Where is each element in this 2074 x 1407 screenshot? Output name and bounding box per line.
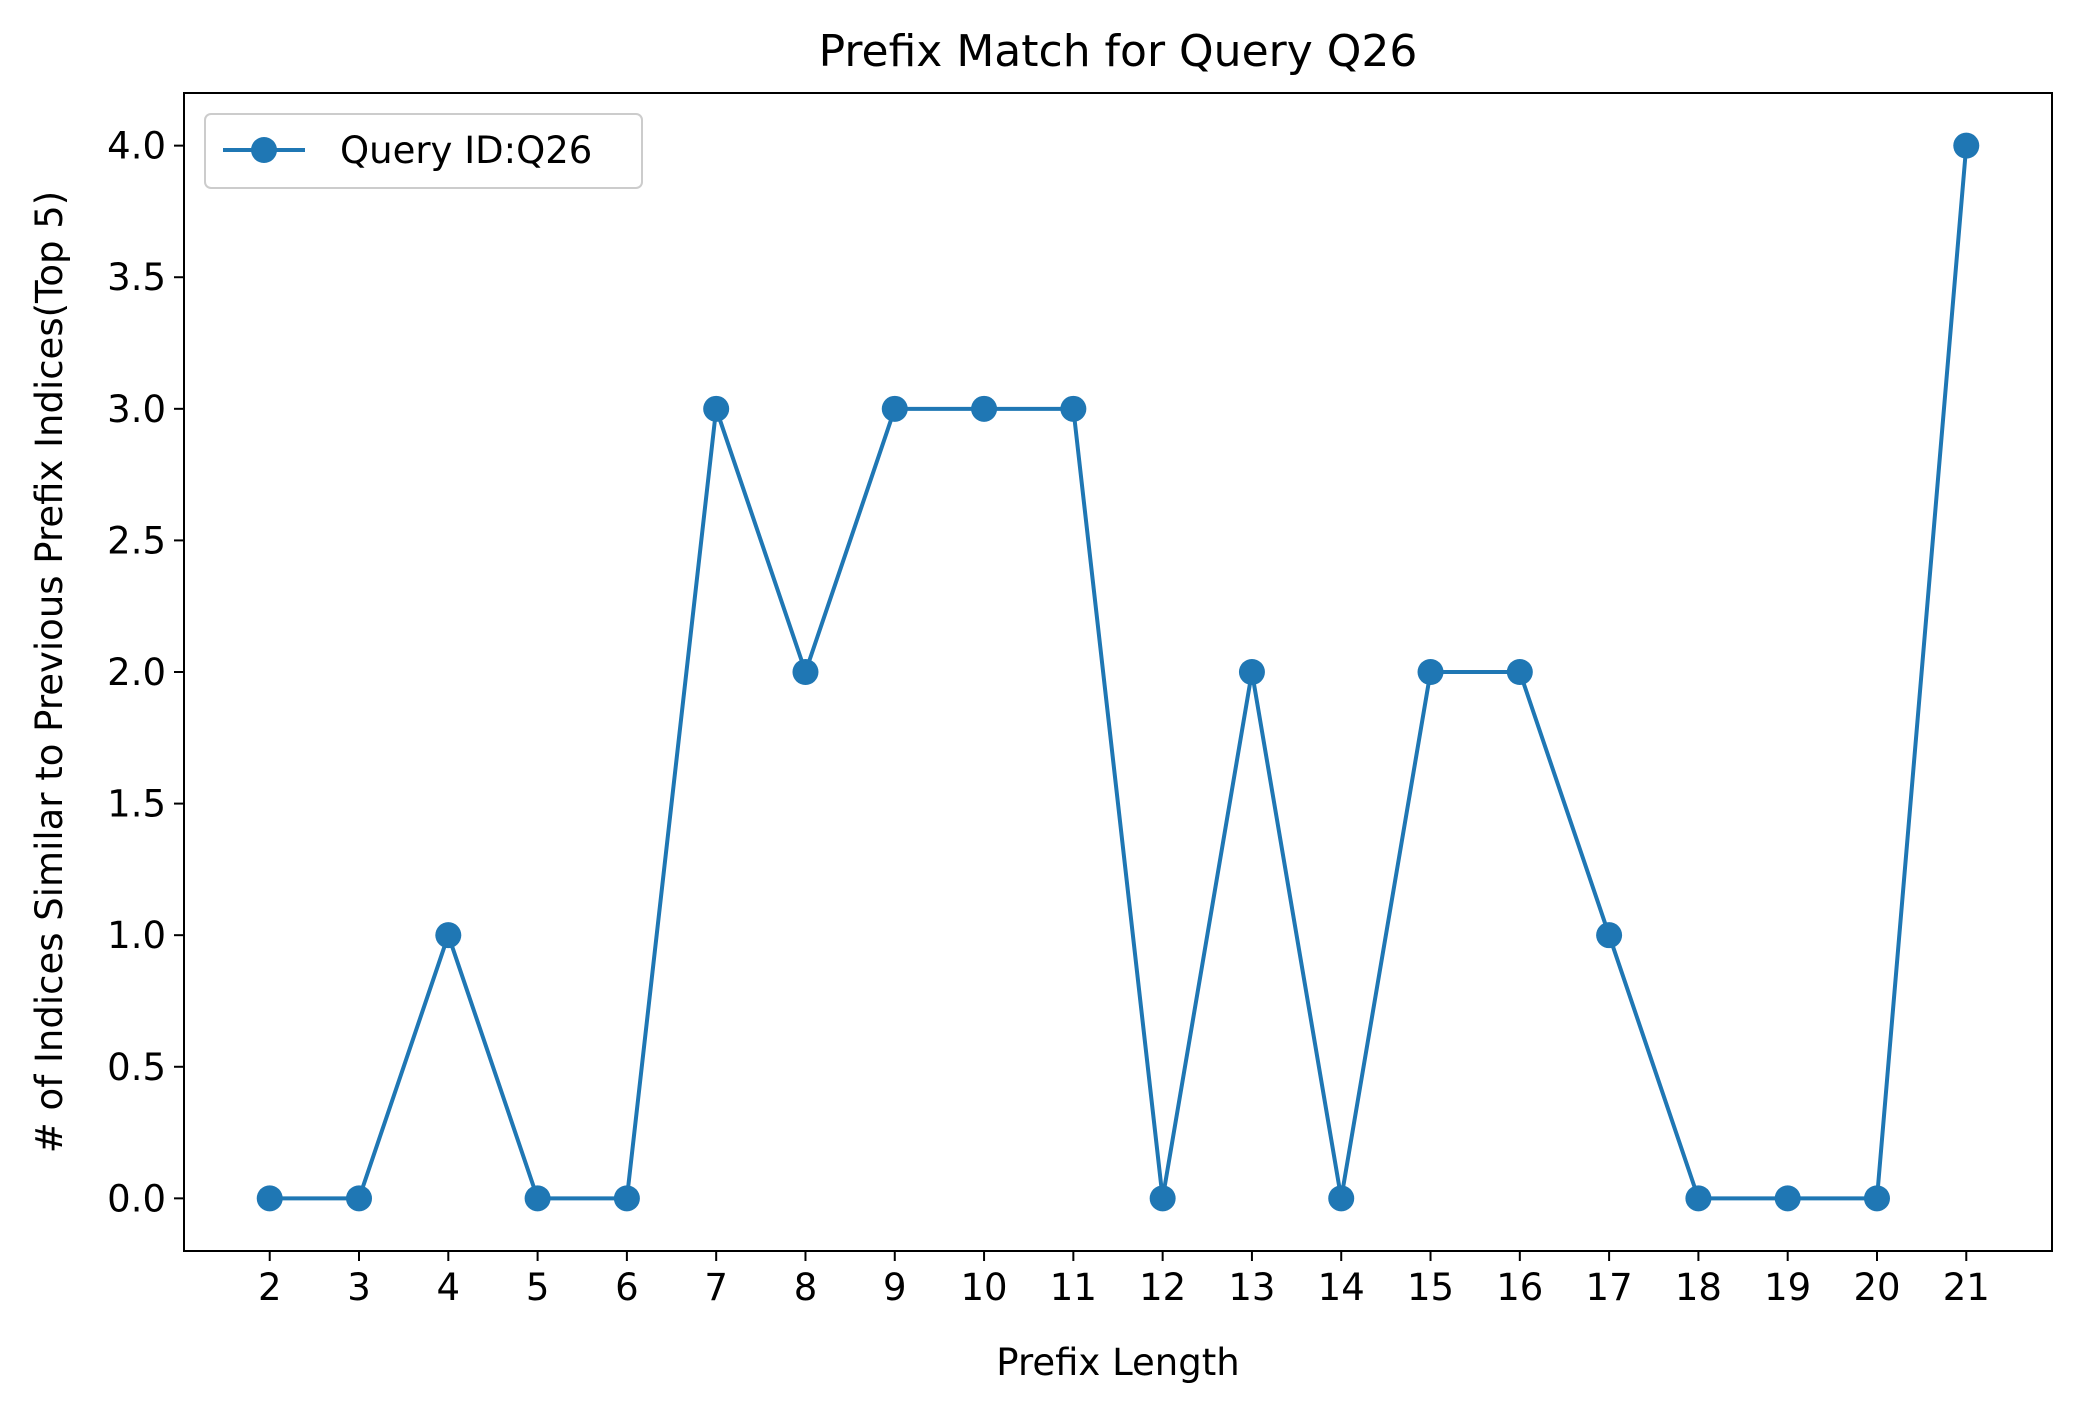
x-tick-label: 8	[794, 1266, 818, 1309]
x-tick-label: 14	[1318, 1266, 1365, 1309]
data-point	[1774, 1185, 1801, 1212]
data-point	[1238, 659, 1265, 685]
y-tick-label: 0.5	[107, 1046, 166, 1089]
data-point	[1060, 395, 1087, 422]
x-axis-title: Prefix Length	[996, 1341, 1239, 1384]
x-tick-label: 9	[883, 1266, 907, 1309]
y-tick-label: 2.0	[107, 651, 166, 694]
data-point	[703, 395, 730, 422]
x-tick-label: 12	[1139, 1266, 1186, 1309]
y-tick-label: 4.0	[107, 125, 166, 168]
y-axis-title: # of Indices Similar to Previous Prefix …	[28, 191, 71, 1153]
series-line	[269, 145, 1969, 1201]
data-point	[1685, 1185, 1712, 1212]
y-tick-label: 3.5	[107, 256, 166, 299]
data-point	[1596, 922, 1623, 949]
data-point	[1506, 659, 1533, 685]
data-point	[1149, 1185, 1176, 1212]
x-tick-label: 7	[704, 1266, 728, 1309]
legend-label: Query ID:Q26	[340, 129, 592, 172]
data-point	[1417, 659, 1444, 685]
data-point	[346, 1185, 373, 1212]
x-tick-label: 2	[258, 1266, 282, 1309]
x-tick-label: 5	[526, 1266, 550, 1309]
x-tick-label: 20	[1853, 1266, 1900, 1309]
x-tick-label: 16	[1496, 1266, 1543, 1309]
data-point	[1953, 132, 1980, 159]
data-point	[1328, 1185, 1355, 1212]
x-tick-label: 6	[615, 1266, 639, 1309]
data-point	[613, 1185, 640, 1212]
x-tick-label: 10	[961, 1266, 1008, 1309]
x-tick-label: 13	[1228, 1266, 1275, 1309]
plot-area-frame	[183, 92, 2053, 1252]
data-point	[435, 922, 462, 949]
x-tick-label: 3	[347, 1266, 371, 1309]
y-tick-label: 0.0	[107, 1177, 166, 1220]
x-tick-label: 15	[1407, 1266, 1454, 1309]
series-layer	[256, 132, 1980, 1212]
y-tick-label: 1.5	[107, 783, 166, 826]
x-tick-label: 4	[437, 1266, 461, 1309]
axis-ticks: 2 3 4 5 6 7 8 9 10 11 12 13 14 15 16 17 18 19 20 21 0.0 0.5 1.…	[107, 125, 1990, 1309]
x-tick-label: 11	[1050, 1266, 1097, 1309]
legend: Query ID:Q26	[204, 113, 643, 189]
x-tick-label: 18	[1675, 1266, 1722, 1309]
legend-marker-swatch	[251, 137, 277, 163]
data-point	[881, 395, 908, 422]
y-tick-label: 2.5	[107, 519, 166, 562]
y-tick-label: 1.0	[107, 914, 166, 957]
y-tick-label: 3.0	[107, 388, 166, 431]
data-point	[792, 659, 819, 685]
data-point	[256, 1185, 283, 1212]
legend-box	[204, 113, 643, 189]
x-tick-label: 21	[1943, 1266, 1990, 1309]
data-point	[1863, 1185, 1890, 1212]
x-tick-label: 17	[1586, 1266, 1633, 1309]
data-point	[971, 395, 998, 422]
data-point	[524, 1185, 551, 1212]
x-tick-label: 19	[1764, 1266, 1811, 1309]
chart-title: Prefix Match for Query Q26	[819, 26, 1418, 77]
